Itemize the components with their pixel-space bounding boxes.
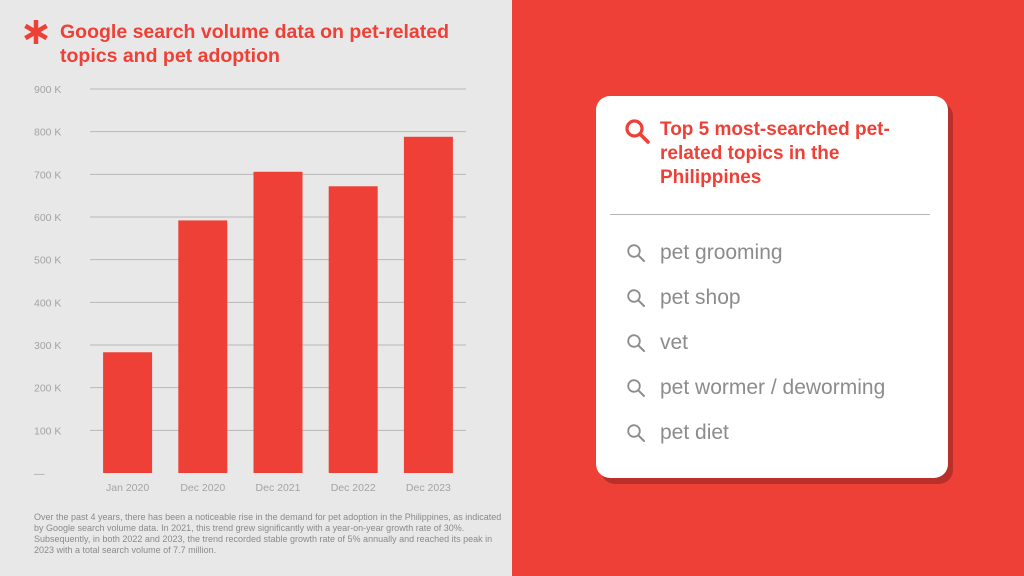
topic-label: pet wormer / deworming [660, 375, 886, 399]
y-tick-label: 300 K [34, 340, 61, 352]
card-title: Top 5 most-searched pet-related topics i… [660, 119, 890, 188]
topic-item: vet [626, 320, 936, 365]
y-tick-label: 600 K [34, 212, 61, 224]
topic-item: pet grooming [626, 230, 936, 275]
footnote: Over the past 4 years, there has been a … [34, 512, 502, 555]
topic-item: pet diet [626, 410, 936, 455]
x-tick-label: Dec 2020 [180, 482, 225, 494]
bar [328, 186, 378, 473]
topics-panel: Top 5 most-searched pet-related topics i… [512, 0, 1024, 576]
x-tick-label: Dec 2022 [331, 482, 376, 494]
topic-label: pet shop [660, 285, 741, 309]
y-tick-label: 700 K [34, 169, 61, 181]
bar [253, 171, 303, 474]
chart-title: Google search volume data on pet-related… [60, 21, 450, 67]
divider [610, 214, 930, 215]
bar-chart: 100 K 200 K 300 K 400 K 500 K 600 K 700 K 800 K… [34, 84, 466, 494]
x-tick-label: Dec 2021 [256, 482, 301, 494]
topic-item: pet shop [626, 275, 936, 320]
search-icon [627, 423, 645, 442]
y-tick-label: — [34, 468, 45, 480]
search-icon [627, 378, 645, 397]
y-tick-label: 400 K [34, 297, 61, 309]
asterisk-icon [24, 20, 48, 44]
y-tick-label: 800 K [34, 127, 61, 139]
topic-label: pet diet [660, 420, 729, 444]
x-tick-label: Jan 2020 [106, 482, 149, 494]
search-icon [627, 333, 645, 352]
search-icon [627, 243, 645, 262]
topic-item: pet wormer / deworming [626, 365, 936, 410]
bar [178, 220, 228, 473]
search-icon [627, 288, 645, 307]
y-tick-label: 900 K [34, 84, 61, 96]
bar [403, 136, 453, 473]
y-tick-label: 100 K [34, 425, 61, 437]
bar [103, 352, 153, 473]
topic-label: pet grooming [660, 240, 783, 264]
chart-panel: Google search volume data on pet-related… [24, 20, 502, 555]
topic-list: pet grooming pet shop vet [626, 230, 936, 455]
topic-label: vet [660, 330, 689, 354]
x-tick-label: Dec 2023 [406, 482, 451, 494]
search-icon [625, 119, 650, 144]
top-topics-card: Top 5 most-searched pet-related topics i… [596, 96, 948, 478]
y-tick-label: 500 K [34, 255, 61, 267]
y-tick-label: 200 K [34, 383, 61, 395]
